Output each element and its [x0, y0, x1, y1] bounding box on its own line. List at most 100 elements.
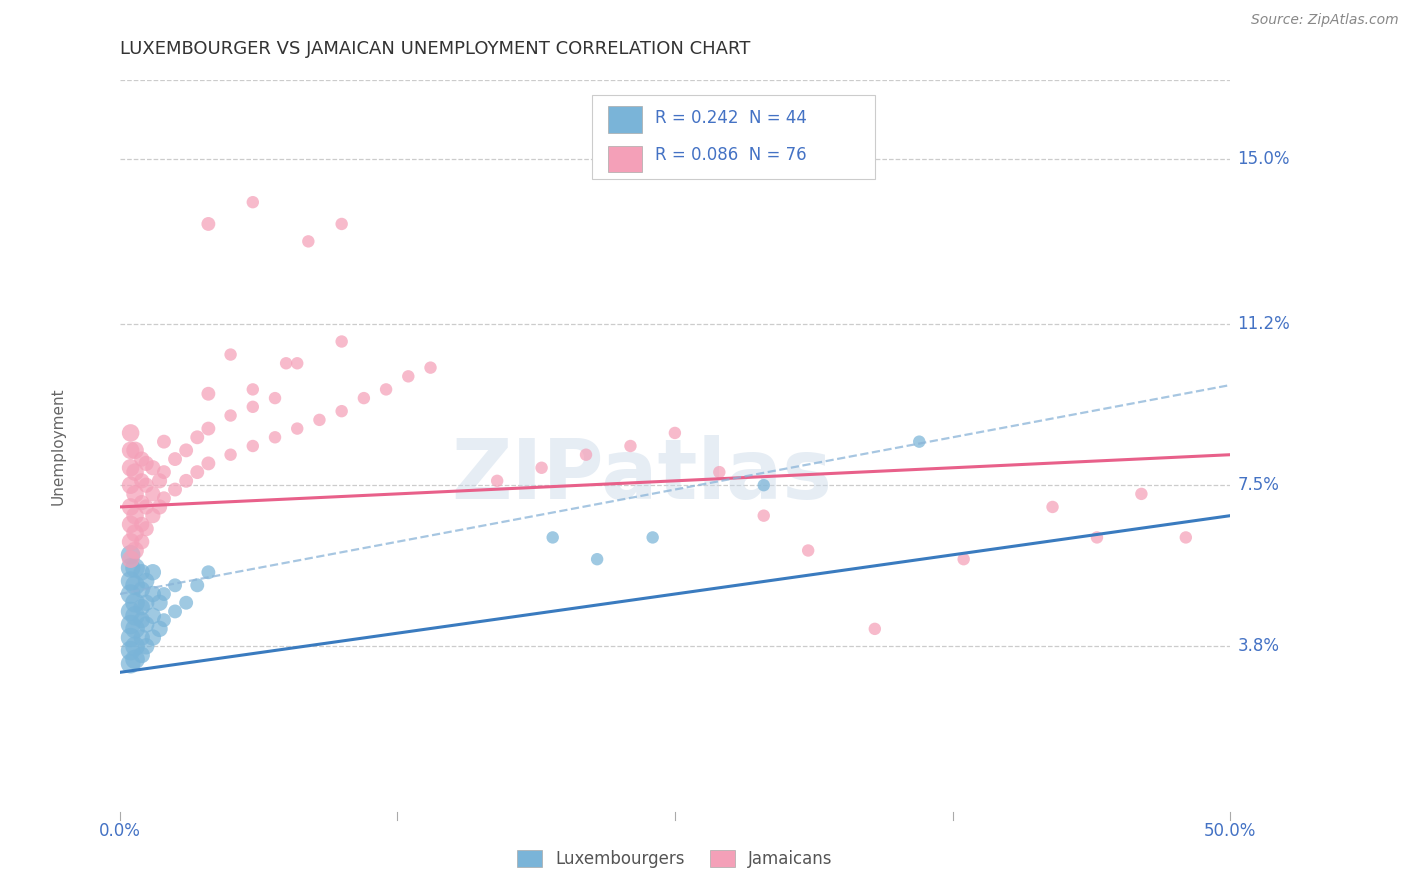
- Point: [952, 552, 974, 566]
- Point: [197, 217, 219, 231]
- Point: [120, 460, 142, 475]
- Text: 50.0%: 50.0%: [1204, 822, 1257, 840]
- Point: [120, 631, 142, 645]
- Point: [297, 235, 319, 249]
- Point: [131, 534, 153, 549]
- Point: [863, 622, 886, 636]
- Point: [124, 526, 146, 541]
- Point: [135, 522, 157, 536]
- Point: [148, 500, 170, 514]
- Point: [197, 457, 219, 471]
- Point: [124, 561, 146, 575]
- Point: [285, 421, 308, 435]
- Point: [664, 425, 686, 440]
- Point: [709, 465, 731, 479]
- Point: [120, 500, 142, 514]
- Point: [135, 617, 157, 632]
- FancyBboxPatch shape: [609, 146, 641, 172]
- Point: [375, 383, 398, 397]
- Point: [142, 631, 165, 645]
- Point: [308, 413, 330, 427]
- Point: [135, 500, 157, 514]
- Point: [153, 434, 176, 449]
- Point: [530, 460, 553, 475]
- Point: [186, 465, 208, 479]
- Point: [1042, 500, 1064, 514]
- Point: [274, 356, 298, 370]
- Point: [131, 600, 153, 615]
- Point: [131, 631, 153, 645]
- Point: [153, 613, 176, 627]
- Point: [142, 608, 165, 623]
- Point: [396, 369, 419, 384]
- Point: [242, 439, 264, 453]
- Text: LUXEMBOURGER VS JAMAICAN UNEMPLOYMENT CORRELATION CHART: LUXEMBOURGER VS JAMAICAN UNEMPLOYMENT CO…: [120, 40, 749, 58]
- Point: [131, 582, 153, 597]
- Point: [242, 195, 264, 210]
- Point: [264, 391, 287, 405]
- Point: [124, 508, 146, 523]
- Point: [142, 508, 165, 523]
- Point: [165, 604, 187, 618]
- Point: [131, 517, 153, 532]
- Point: [219, 348, 242, 362]
- FancyBboxPatch shape: [592, 95, 875, 179]
- Point: [124, 465, 146, 479]
- Point: [124, 487, 146, 501]
- Text: 11.2%: 11.2%: [1237, 315, 1291, 333]
- Point: [908, 434, 931, 449]
- Point: [135, 640, 157, 654]
- Point: [135, 596, 157, 610]
- Point: [135, 457, 157, 471]
- Point: [1174, 530, 1197, 544]
- Point: [124, 652, 146, 666]
- Point: [120, 587, 142, 601]
- Point: [330, 404, 353, 418]
- Text: Unemployment: Unemployment: [51, 387, 66, 505]
- Point: [142, 460, 165, 475]
- Point: [486, 474, 509, 488]
- Text: 0.0%: 0.0%: [98, 822, 141, 840]
- Point: [124, 443, 146, 458]
- FancyBboxPatch shape: [609, 106, 641, 133]
- Point: [219, 448, 242, 462]
- Text: 3.8%: 3.8%: [1237, 637, 1279, 656]
- Point: [142, 566, 165, 580]
- Point: [419, 360, 441, 375]
- Point: [797, 543, 820, 558]
- Point: [619, 439, 641, 453]
- Point: [131, 566, 153, 580]
- Point: [120, 574, 142, 588]
- Point: [142, 487, 165, 501]
- Point: [124, 596, 146, 610]
- Point: [752, 478, 775, 492]
- Point: [142, 587, 165, 601]
- Point: [165, 483, 187, 497]
- Point: [197, 421, 219, 435]
- Point: [219, 409, 242, 423]
- Point: [120, 548, 142, 562]
- Point: [120, 425, 142, 440]
- Point: [186, 578, 208, 592]
- Point: [153, 491, 176, 506]
- Point: [174, 596, 197, 610]
- Point: [131, 613, 153, 627]
- Text: 7.5%: 7.5%: [1237, 476, 1279, 494]
- Point: [186, 430, 208, 444]
- Point: [131, 474, 153, 488]
- Point: [120, 552, 142, 566]
- Point: [120, 617, 142, 632]
- Point: [120, 443, 142, 458]
- Point: [165, 452, 187, 467]
- Point: [330, 334, 353, 349]
- Point: [353, 391, 375, 405]
- Point: [120, 657, 142, 671]
- Text: 15.0%: 15.0%: [1237, 150, 1289, 168]
- Point: [752, 508, 775, 523]
- Point: [541, 530, 564, 544]
- Point: [124, 578, 146, 592]
- Point: [124, 543, 146, 558]
- Point: [641, 530, 664, 544]
- Point: [575, 448, 598, 462]
- Point: [131, 648, 153, 662]
